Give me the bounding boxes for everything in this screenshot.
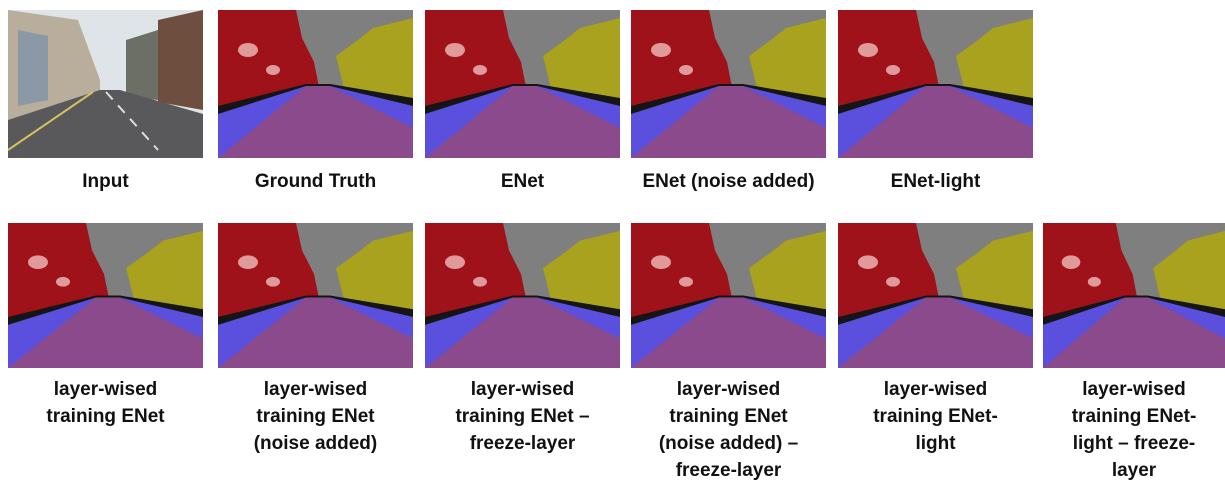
caption-line: layer-wised <box>206 376 426 403</box>
caption: ENet (noise added) <box>619 168 839 195</box>
caption: ENet <box>413 168 633 195</box>
caption-line: ENet-light <box>826 168 1046 195</box>
segmentation-image <box>631 10 826 158</box>
caption-line: layer <box>1024 457 1225 484</box>
caption: Ground Truth <box>206 168 426 195</box>
segmentation-image <box>838 10 1033 158</box>
caption-line: training ENet- <box>1024 403 1225 430</box>
caption: Input <box>0 168 216 195</box>
caption-line: ENet (noise added) <box>619 168 839 195</box>
caption-line: training ENet <box>0 403 216 430</box>
segmentation-image <box>838 223 1033 368</box>
caption-line: (noise added) <box>206 430 426 457</box>
caption-line: training ENet – <box>413 403 633 430</box>
segmentation-image <box>218 10 413 158</box>
caption-line: freeze-layer <box>619 457 839 484</box>
caption-line: ENet <box>413 168 633 195</box>
caption-line: layer-wised <box>413 376 633 403</box>
caption-line: (noise added) – <box>619 430 839 457</box>
caption-line: layer-wised <box>1024 376 1225 403</box>
figure: InputGround TruthENetENet (noise added)E… <box>0 0 1225 492</box>
caption-line: light <box>826 430 1046 457</box>
segmentation-image <box>425 223 620 368</box>
caption-line: Input <box>0 168 216 195</box>
segmentation-image <box>1043 223 1225 368</box>
caption-line: freeze-layer <box>413 430 633 457</box>
caption-line: training ENet <box>619 403 839 430</box>
caption-line: training ENet <box>206 403 426 430</box>
caption-line: layer-wised <box>0 376 216 403</box>
segmentation-image <box>218 223 413 368</box>
caption: ENet-light <box>826 168 1046 195</box>
caption-line: training ENet- <box>826 403 1046 430</box>
caption-line: layer-wised <box>826 376 1046 403</box>
segmentation-image <box>631 223 826 368</box>
segmentation-image <box>8 223 203 368</box>
caption-line: light – freeze- <box>1024 430 1225 457</box>
caption-line: Ground Truth <box>206 168 426 195</box>
caption-line: layer-wised <box>619 376 839 403</box>
segmentation-image <box>8 10 203 158</box>
segmentation-image <box>425 10 620 158</box>
